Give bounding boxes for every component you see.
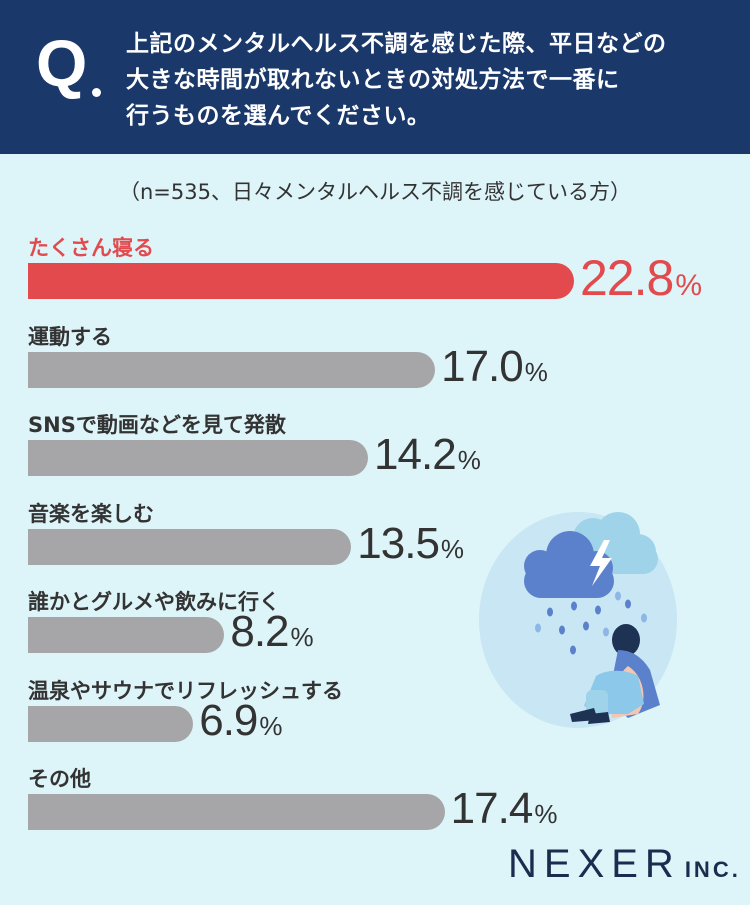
question-line: 大きな時間が取れないときの対処方法で一番に: [126, 67, 620, 93]
bar-label: 運動する: [28, 324, 112, 349]
bar: [28, 528, 352, 565]
bar-value-percent: %: [524, 356, 548, 387]
bar-value-percent: %: [259, 710, 282, 741]
bar-value-percent: %: [440, 533, 464, 564]
bar-label: SNSで動画などを見て発散: [28, 413, 286, 437]
question-line: 上記のメンタルヘルス不調を感じた際、平日などの: [126, 31, 667, 57]
bar-value: 8.2%: [230, 607, 314, 657]
bar-value-percent: %: [675, 269, 702, 302]
bar-value-number: 13.5: [357, 518, 440, 568]
bar-value: 6.9%: [199, 695, 282, 746]
bar-value-number: 17.0: [441, 341, 524, 391]
bar: [28, 617, 225, 653]
bar: [28, 705, 194, 742]
bar-label: たくさん寝る: [28, 236, 154, 260]
question-header: Q 上記のメンタルヘルス不調を感じた際、平日などの 大きな時間が取れないときの対…: [0, 0, 750, 154]
logo-name: NEXER: [508, 842, 681, 886]
bar: [28, 351, 436, 388]
bar-value-percent: %: [534, 799, 557, 829]
bar-value-percent: %: [457, 445, 481, 475]
bar-label: 温泉やサウナでリフレッシュする: [28, 678, 343, 703]
bar-value-percent: %: [290, 622, 314, 652]
sample-note: （n=535、日々メンタルヘルス不調を感じている方）: [119, 180, 631, 204]
bar: [28, 794, 445, 830]
bar-value-number: 14.2: [374, 430, 457, 479]
nexer-logo: NEXER INC.: [508, 842, 741, 887]
bar-value: 14.2%: [374, 430, 481, 480]
sad-person-rain-illustration: [479, 512, 677, 728]
bar-value-number: 8.2: [230, 607, 289, 656]
bar-value-number: 17.4: [450, 784, 534, 833]
q-dot: [92, 88, 101, 97]
question-text: 上記のメンタルヘルス不調を感じた際、平日などの 大きな時間が取れないときの対処方…: [126, 26, 726, 134]
bar: [28, 263, 574, 299]
bar-value: 13.5%: [357, 518, 464, 569]
bar: [28, 440, 369, 476]
bar-label: その他: [28, 767, 91, 791]
bar-value: 22.8%: [580, 249, 702, 307]
bar-label: 音楽を楽しむ: [28, 501, 154, 526]
question-line: 行うものを選んでください。: [126, 103, 431, 129]
bar-value: 17.4%: [450, 784, 558, 834]
bar-value-number: 6.9: [199, 695, 258, 745]
bar-label: 誰かとグルメや飲みに行く: [28, 590, 280, 614]
logo-suffix: INC.: [684, 857, 741, 882]
q-mark: Q: [36, 26, 88, 100]
bar-value: 17.0%: [441, 341, 548, 392]
bar-value-number: 22.8: [580, 250, 674, 306]
